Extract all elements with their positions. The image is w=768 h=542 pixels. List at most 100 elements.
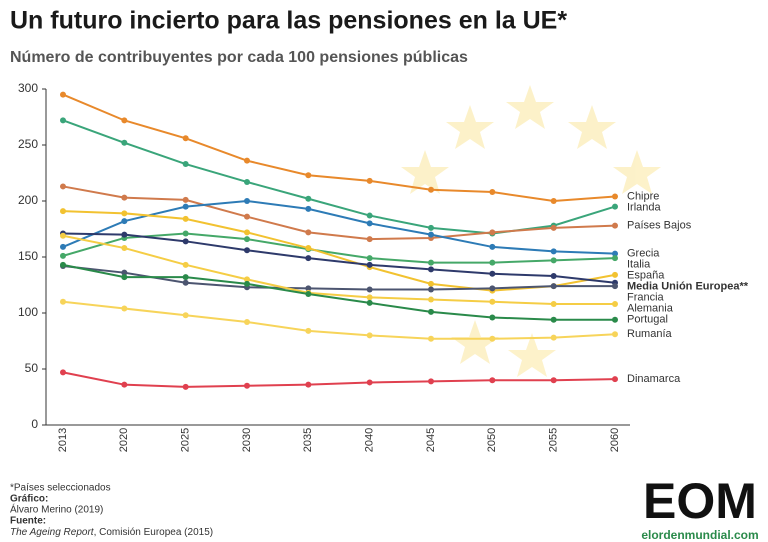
legend-label: Irlanda	[627, 201, 662, 213]
data-point	[182, 274, 189, 281]
x-tick-label: 2040	[364, 428, 376, 452]
footnote: *Países seleccionados	[10, 483, 111, 494]
data-point	[428, 280, 434, 287]
legend-label: Portugal	[627, 314, 668, 326]
data-point	[489, 285, 496, 292]
data-point	[428, 266, 434, 273]
data-point	[550, 273, 557, 280]
data-point	[60, 243, 66, 250]
data-point	[428, 186, 434, 193]
data-point	[428, 308, 434, 315]
data-point	[305, 290, 312, 297]
logo: EOM	[643, 473, 757, 529]
x-tick-label: 2050	[486, 428, 498, 452]
data-point	[305, 195, 312, 202]
data-point	[550, 198, 557, 204]
data-point	[428, 378, 434, 385]
legend-label: Media Unión Europea**	[627, 281, 749, 293]
data-point	[366, 299, 373, 306]
data-point	[60, 117, 66, 124]
data-point	[305, 172, 312, 179]
data-point	[244, 276, 250, 283]
x-tick-label: 2055	[548, 428, 560, 452]
data-point	[121, 269, 128, 276]
data-point	[550, 283, 557, 290]
series	[60, 183, 618, 243]
y-tick-label: 0	[31, 417, 38, 431]
series	[60, 91, 618, 204]
data-point	[489, 243, 496, 250]
data-point	[60, 252, 66, 259]
data-point	[489, 270, 496, 277]
series	[60, 261, 618, 323]
data-point	[305, 381, 312, 388]
series-line	[62, 232, 616, 264]
x-tick-label: 2025	[180, 428, 192, 452]
data-point	[121, 231, 128, 238]
data-point	[121, 194, 128, 201]
data-point	[428, 286, 434, 293]
data-point	[244, 198, 250, 204]
legend-label: Italia	[627, 259, 651, 271]
data-point	[305, 205, 312, 212]
data-point	[612, 255, 618, 262]
legend-label: Rumanía	[627, 328, 673, 340]
data-point	[60, 298, 66, 305]
data-point	[244, 236, 250, 243]
credit-label: Gráfico:	[10, 494, 48, 505]
data-point	[182, 383, 189, 390]
series-line	[62, 300, 616, 340]
data-point	[612, 316, 618, 323]
data-point	[244, 382, 250, 389]
data-point	[489, 335, 496, 342]
data-point	[305, 255, 312, 262]
data-point	[182, 215, 189, 222]
data-point	[612, 250, 618, 257]
data-point	[60, 261, 66, 268]
data-point	[60, 369, 66, 376]
series-line	[62, 263, 615, 321]
data-point	[305, 229, 312, 236]
data-point	[121, 245, 128, 252]
decor-stars	[401, 85, 661, 377]
data-point	[550, 248, 557, 255]
data-point	[244, 280, 250, 287]
series-line	[62, 234, 615, 306]
legend-label: Grecia	[627, 248, 660, 260]
series-line	[62, 371, 616, 388]
data-point	[366, 212, 373, 219]
legend-label: Chipre	[627, 190, 659, 202]
legend-label: España	[627, 270, 665, 282]
data-point	[612, 203, 618, 210]
data-point	[612, 376, 618, 383]
data-point	[428, 335, 434, 342]
data-point	[305, 245, 312, 252]
source-label: Fuente:	[10, 516, 46, 527]
data-point	[60, 232, 66, 239]
data-point	[612, 283, 618, 290]
data-point	[60, 208, 66, 215]
chart-subtitle: Número de contribuyentes por cada 100 pe…	[10, 49, 468, 66]
data-point	[550, 377, 557, 384]
legend-label: Alemania	[627, 303, 674, 315]
y-tick-label: 300	[18, 81, 38, 95]
x-tick-label: 2045	[425, 428, 437, 452]
data-point	[121, 305, 128, 312]
data-point	[550, 301, 557, 308]
series	[60, 298, 618, 342]
source-title: The Ageing Report	[10, 527, 95, 538]
data-point	[305, 285, 312, 292]
data-point	[244, 247, 250, 254]
x-tick-label: 2060	[609, 428, 621, 452]
source-rest: , Comisión Europea (2015)	[94, 527, 214, 538]
series-line	[62, 199, 616, 255]
data-point	[121, 210, 128, 217]
credit: Álvaro Merino (2019)	[10, 503, 103, 516]
y-tick-label: 200	[18, 193, 38, 207]
data-point	[182, 238, 189, 245]
x-tick-label: 2030	[241, 428, 253, 452]
data-point	[489, 377, 496, 384]
data-point	[182, 135, 189, 142]
data-point	[428, 224, 434, 231]
series-line	[62, 232, 616, 284]
